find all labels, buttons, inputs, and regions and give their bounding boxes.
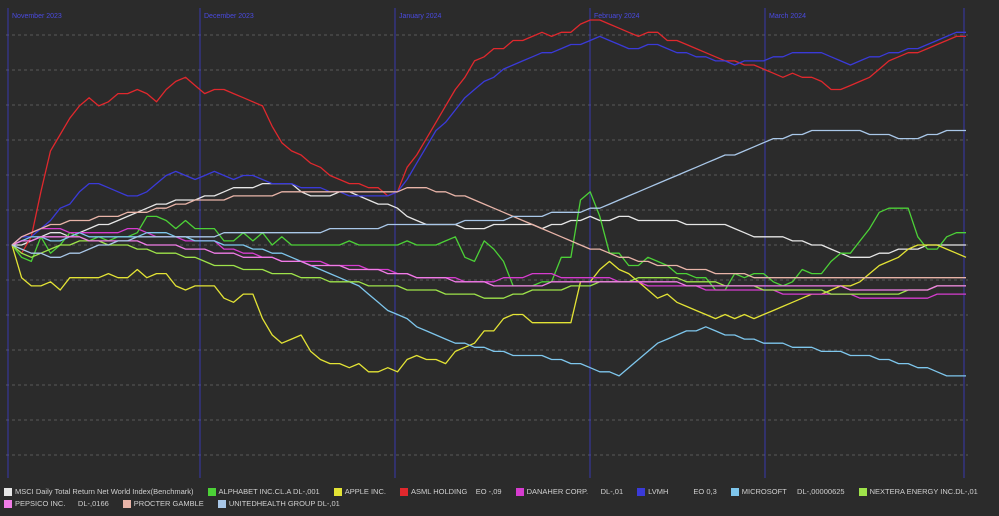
series-line-alphabet-inc-cl-a-dl-001 bbox=[11, 191, 966, 291]
legend-item[interactable]: ALPHABET INC.CL.A DL-,001 bbox=[207, 486, 320, 498]
series-line-apple-inc bbox=[11, 244, 967, 373]
legend-label: PROCTER GAMBLE bbox=[133, 499, 204, 508]
legend-swatch bbox=[333, 488, 342, 496]
legend-swatch bbox=[515, 488, 524, 496]
legend-item[interactable]: PEPSICO INC. DL-,0166 bbox=[4, 498, 109, 510]
series-line-nextera-energy-inc-dl-01 bbox=[11, 240, 966, 299]
legend-swatch bbox=[217, 500, 226, 508]
line-chart: November 2023 December 2023 January 2024 Fe… bbox=[6, 8, 968, 478]
period-label: November 2023 bbox=[12, 13, 62, 20]
legend-item[interactable]: UNITEDHEALTH GROUP DL-,01 bbox=[217, 498, 340, 510]
legend-swatch bbox=[730, 488, 739, 496]
series-line-lvmh bbox=[11, 31, 966, 246]
legend-label: MSCI Daily Total Return Net World Index(… bbox=[15, 487, 194, 496]
legend-swatch bbox=[207, 488, 216, 496]
legend-item[interactable]: DANAHER CORP. DL-,01 bbox=[515, 486, 624, 498]
legend-label: ALPHABET INC.CL.A DL-,001 bbox=[218, 487, 320, 496]
period-label: February 2024 bbox=[594, 13, 640, 20]
legend-swatch bbox=[399, 488, 408, 496]
series-line-danaher-corp-dl-01 bbox=[11, 227, 966, 299]
legend-item[interactable]: MSCI Daily Total Return Net World Index(… bbox=[4, 486, 194, 498]
legend-item[interactable]: APPLE INC. bbox=[333, 486, 386, 498]
legend-label: UNITEDHEALTH GROUP DL-,01 bbox=[228, 499, 340, 508]
legend-label: EO 0,3 bbox=[693, 487, 717, 496]
legend-label: DANAHER CORP. DL-,01 bbox=[526, 487, 624, 496]
series-line-asml-holding-eo-09 bbox=[11, 19, 966, 254]
series-lines bbox=[11, 19, 967, 377]
legend: MSCI Daily Total Return Net World Index(… bbox=[4, 486, 994, 514]
period-label: March 2024 bbox=[769, 13, 806, 20]
legend-swatch bbox=[4, 488, 12, 496]
legend-swatch bbox=[122, 500, 131, 508]
legend-label: NEXTERA ENERGY INC.DL-,01 bbox=[869, 487, 978, 496]
legend-label: PEPSICO INC. DL-,0166 bbox=[15, 499, 109, 508]
series-line-procter-gamble bbox=[11, 187, 966, 279]
series-line-unitedhealth-group-dl-01 bbox=[11, 129, 966, 258]
legend-label: APPLE INC. bbox=[344, 487, 386, 496]
series-line-microsoft-dl-00000625 bbox=[11, 232, 966, 377]
series-line-msci-daily-total-return-net-world-index-benchmark bbox=[12, 182, 966, 258]
grid-lines bbox=[6, 34, 968, 456]
legend-swatch bbox=[682, 488, 690, 496]
legend-label: MICROSOFT DL-,00000625 bbox=[741, 487, 845, 496]
period-label: January 2024 bbox=[399, 13, 442, 20]
legend-swatch bbox=[858, 488, 867, 496]
period-dividers: November 2023 December 2023 January 2024 Fe… bbox=[7, 8, 965, 478]
legend-item[interactable]: PROCTER GAMBLE bbox=[122, 498, 204, 510]
period-label: December 2023 bbox=[204, 13, 254, 20]
legend-item[interactable]: NEXTERA ENERGY INC.DL-,01 bbox=[858, 486, 978, 498]
series-line-pepsico-inc-dl-0166 bbox=[11, 236, 966, 291]
legend-swatch bbox=[4, 500, 12, 508]
legend-item[interactable]: MICROSOFT DL-,00000625 bbox=[730, 486, 845, 498]
legend-item[interactable]: EO 0,3 bbox=[682, 486, 716, 498]
legend-item[interactable]: LVMH bbox=[637, 486, 668, 498]
legend-label: LVMH bbox=[648, 487, 669, 496]
legend-swatch bbox=[637, 488, 646, 496]
legend-label: ASML HOLDING EO -,09 bbox=[410, 487, 502, 496]
legend-item[interactable]: ASML HOLDING EO -,09 bbox=[399, 486, 502, 498]
